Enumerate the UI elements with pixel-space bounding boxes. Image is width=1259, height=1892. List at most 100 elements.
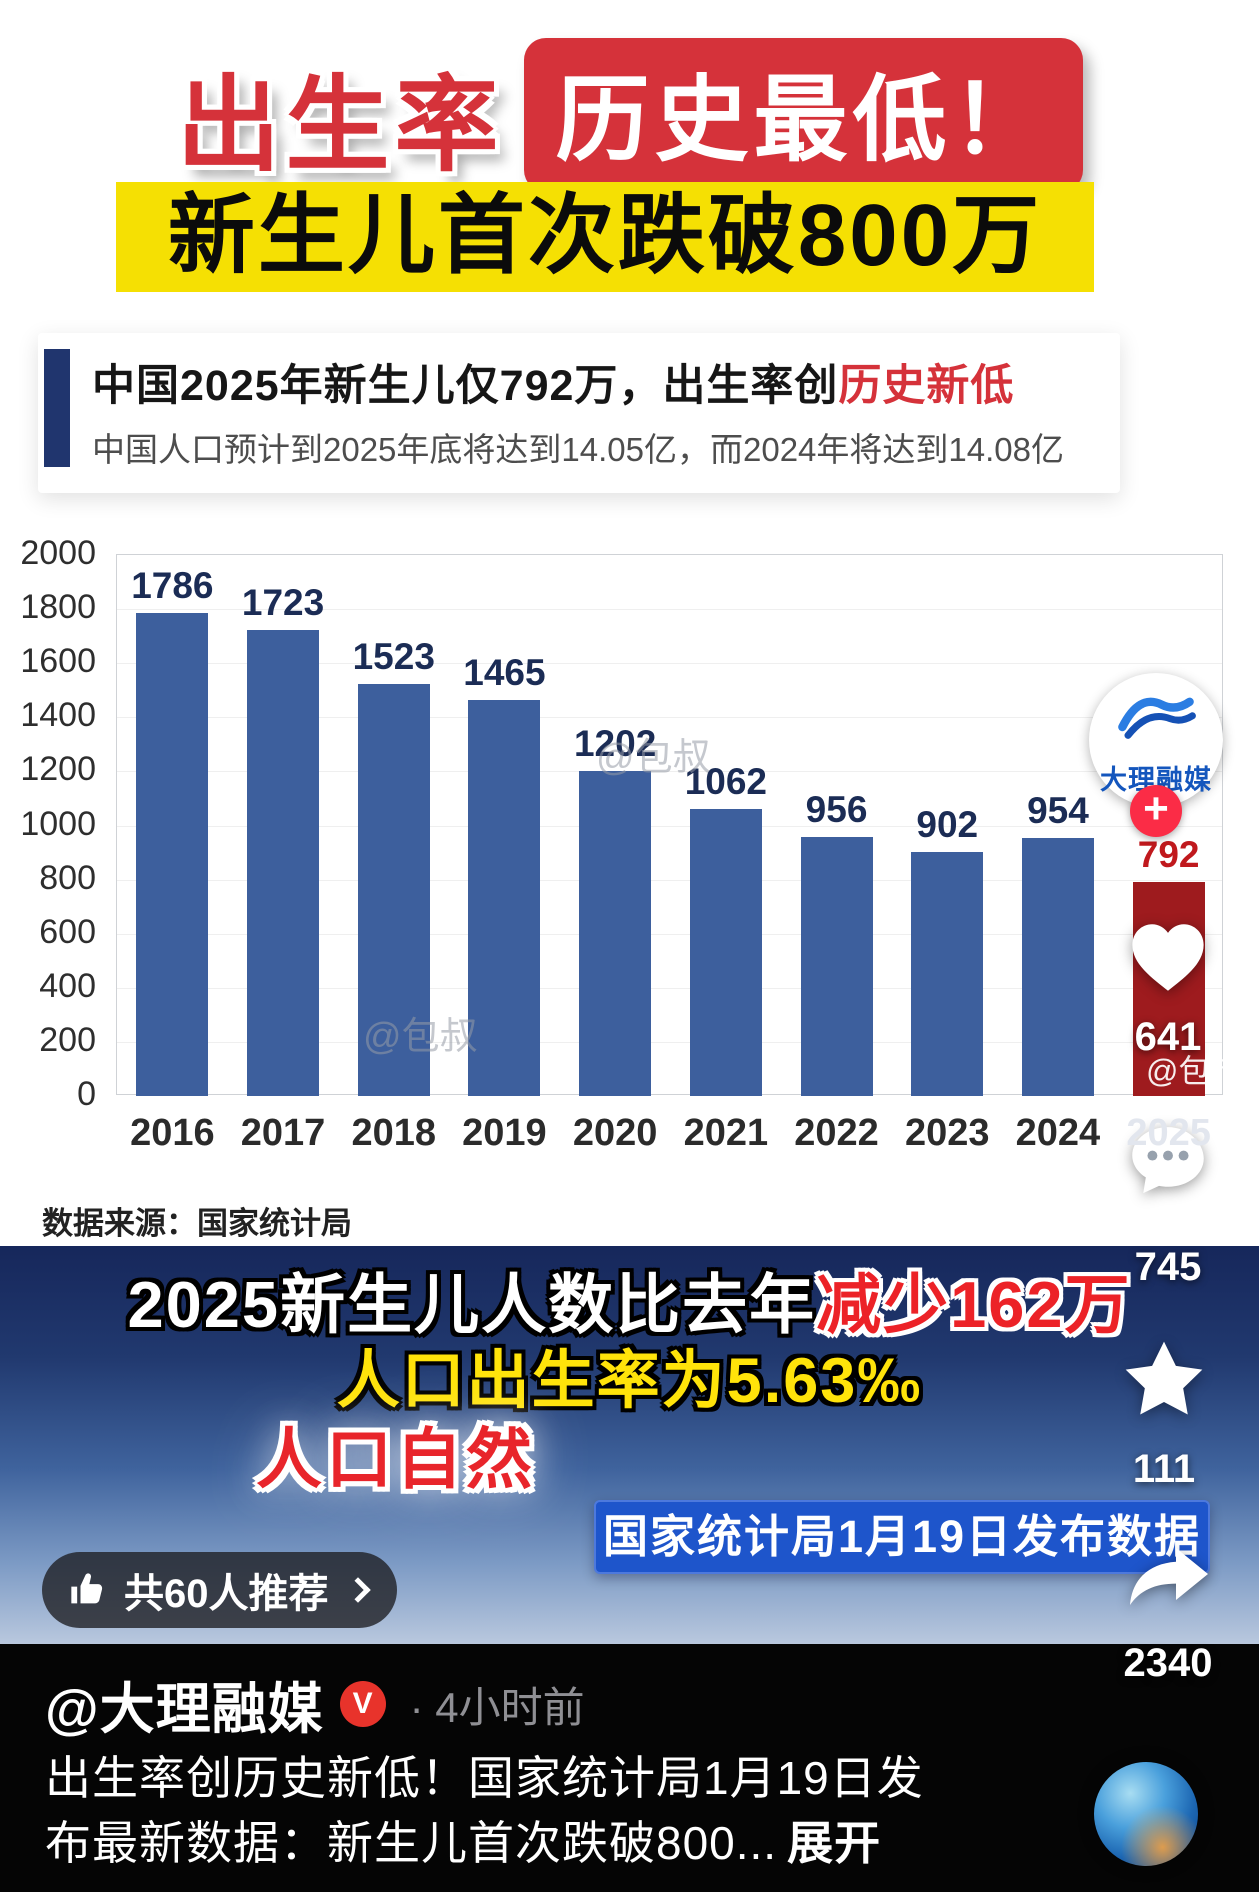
bar-value-label: 902 — [916, 804, 979, 845]
y-axis-tick: 600 — [39, 912, 96, 951]
source-date-badge: 国家统计局1月19日发布数据 — [594, 1500, 1210, 1574]
gridline — [117, 879, 1222, 881]
headline-highlight: 历史新低 — [838, 362, 1015, 410]
news-card: 中国2025年新生儿仅792万，出生率创历史新低 中国人口预计到2025年底将达… — [38, 333, 1120, 493]
news-subtitle: 中国人口预计到2025年底将达到14.05亿，而2024年将达到14.08亿 — [92, 431, 1064, 468]
bar-2021 — [689, 808, 762, 1096]
x-axis-label: 2016 — [130, 1112, 215, 1154]
y-axis-tick: 1200 — [20, 750, 96, 789]
post-footer: @大理融媒 V · 4小时前 出生率创历史新低！国家统计局1月19日发 布最新数… — [0, 1644, 1259, 1892]
brand-logo-icon — [1118, 697, 1196, 739]
summary-overlay: 2025新生儿人数比去年减少162万 人口出生率为5.63‰ 人口自然 国家统计… — [0, 1246, 1259, 1644]
bar-2019 — [468, 699, 541, 1096]
brand-avatar[interactable]: 大理融媒 + — [1089, 673, 1223, 837]
chart-source: 数据来源：国家统计局 — [42, 1206, 352, 1241]
watermark: @包叔 — [1146, 1053, 1243, 1089]
bar-2022 — [800, 837, 873, 1096]
gridline — [117, 933, 1222, 935]
y-axis-tick: 800 — [39, 858, 96, 897]
recommend-label: 共60人推荐 — [124, 1572, 329, 1616]
bar-2024 — [1021, 837, 1094, 1096]
bar-2023 — [911, 852, 984, 1096]
bar-value-label: 792 — [1137, 833, 1200, 875]
y-axis-tick: 400 — [39, 966, 96, 1005]
y-axis-tick: 1000 — [20, 804, 96, 843]
follow-button[interactable]: + — [1130, 785, 1182, 837]
x-axis-label: 2020 — [572, 1112, 658, 1154]
expand-link[interactable]: 展开 — [787, 1817, 882, 1869]
gridline — [117, 987, 1222, 989]
share-arrow-icon — [1130, 1548, 1208, 1605]
thumbs-up-icon — [71, 1573, 103, 1604]
x-axis-label: 2025 — [1126, 1112, 1211, 1154]
bar-value-label: 1523 — [352, 636, 435, 678]
watermark: @包叔 — [363, 1016, 478, 1058]
bar-2016 — [136, 612, 209, 1096]
user-row: @大理融媒 V · 4小时前 — [45, 1664, 585, 1744]
accent-bar — [44, 349, 70, 467]
y-axis-tick: 2000 — [20, 534, 96, 572]
x-axis-label: 2022 — [794, 1112, 879, 1154]
share-count: 2340 — [1123, 1641, 1213, 1685]
summary-line1-text: 2025新生儿人数比去年 — [127, 1268, 817, 1341]
y-axis-tick: 200 — [39, 1020, 96, 1059]
share-button[interactable]: 2340 — [1116, 1540, 1220, 1686]
recommend-button[interactable]: 共60人推荐 — [42, 1552, 397, 1628]
x-axis-label: 2024 — [1015, 1112, 1101, 1154]
favorite-count: 111 — [1132, 1447, 1196, 1491]
bar-value-label: 1723 — [241, 581, 325, 623]
publisher-avatar[interactable] — [1094, 1762, 1198, 1866]
bar-value-label: 1062 — [684, 760, 767, 802]
bar-value-label: 954 — [1027, 789, 1089, 831]
like-count: 641 — [1134, 1015, 1202, 1059]
y-axis-tick: 0 — [77, 1075, 96, 1113]
news-headline: 中国2025年新生儿仅792万，出生率创历史新低 — [92, 351, 1014, 413]
bar-2018 — [357, 684, 430, 1096]
gridline — [117, 663, 1222, 665]
username[interactable]: @大理融媒 — [45, 1678, 324, 1740]
chart-plot: 1786 2016 1723 2017 1523 2018 1465 2019 1202 2020… — [116, 554, 1223, 1154]
bar-value-label: 1465 — [463, 651, 546, 693]
comment-count: 745 — [1134, 1245, 1202, 1289]
bar-2020 — [579, 770, 652, 1096]
comment-bubble-icon — [1132, 1127, 1204, 1194]
x-axis-label: 2019 — [462, 1112, 547, 1154]
bar-value-label: 1202 — [573, 722, 657, 764]
gridline — [117, 771, 1222, 773]
description-line-2: 布最新数据：新生儿首次跌破800... — [45, 1817, 778, 1869]
bar-value-label: 956 — [805, 789, 868, 831]
y-axis-tick: 1800 — [20, 588, 96, 627]
hero-title: 出生率 — [176, 67, 504, 184]
comment-button[interactable]: 745 — [1116, 1118, 1220, 1290]
gridline — [117, 1041, 1222, 1043]
watermark: @包叔 — [596, 737, 711, 779]
x-axis-label: 2023 — [904, 1112, 990, 1154]
post-description: 出生率创历史新低！国家统计局1月19日发 布最新数据：新生儿首次跌破800...… — [45, 1746, 924, 1876]
gridline — [117, 825, 1222, 827]
description-line-1: 出生率创历史新低！国家统计局1月19日发 — [45, 1752, 924, 1804]
y-axis-tick: 1400 — [20, 696, 96, 735]
timestamp: · 4小时前 — [409, 1683, 585, 1731]
star-icon — [1125, 1341, 1203, 1415]
favorite-button[interactable]: 111 — [1112, 1334, 1216, 1492]
y-axis-tick: 1600 — [20, 642, 96, 681]
chart-y-axis: 0 200 400 600 800 1000 1200 1400 1600 1800 2000 — [0, 0, 104, 1892]
like-button[interactable]: 641 — [1116, 912, 1220, 1060]
summary-line-1: 2025新生儿人数比去年减少162万 — [0, 1252, 1259, 1346]
bar-2017 — [247, 629, 320, 1096]
x-axis-label: 2017 — [240, 1112, 326, 1154]
summary-line-2: 人口出生率为5.63‰ — [336, 1346, 923, 1416]
headline-text: 中国2025年新生儿仅792万，出生率创 — [92, 362, 839, 410]
verified-badge-icon: V — [339, 1681, 386, 1727]
x-axis-label: 2018 — [351, 1112, 437, 1154]
summary-line1-highlight: 减少162万 — [816, 1268, 1132, 1341]
heart-icon — [1132, 924, 1204, 991]
gridline — [117, 609, 1222, 611]
x-axis-label: 2021 — [683, 1112, 769, 1154]
gridline — [117, 717, 1222, 719]
chevron-right-icon — [344, 1577, 371, 1603]
hero-title-badge: 历史最低！ — [523, 38, 1083, 192]
bar-value-label: 1786 — [131, 564, 214, 606]
summary-line-3: 人口自然 — [256, 1422, 536, 1496]
